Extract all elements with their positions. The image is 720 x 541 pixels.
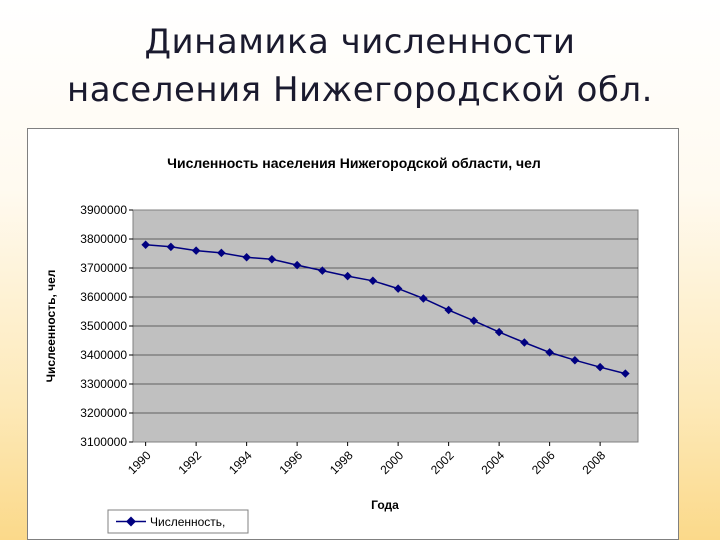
series-group bbox=[141, 240, 630, 378]
series-line bbox=[145, 244, 626, 375]
data-point bbox=[595, 362, 605, 372]
y-tick-label: 3800000 bbox=[80, 232, 127, 246]
x-tick-label: 2004 bbox=[478, 448, 507, 477]
data-point bbox=[570, 355, 580, 365]
y-tick-label: 3700000 bbox=[80, 261, 127, 275]
x-tick-label: 2000 bbox=[377, 448, 406, 477]
x-tick-label: 1992 bbox=[175, 448, 204, 477]
x-tick-label: 2008 bbox=[579, 448, 608, 477]
data-point bbox=[393, 284, 403, 293]
chart-title: Численность населения Нижегородской обла… bbox=[167, 155, 541, 171]
y-tick-label: 3300000 bbox=[80, 377, 127, 391]
slide-title-line-1: Динамика численности bbox=[144, 22, 576, 62]
data-point bbox=[267, 255, 277, 264]
data-point bbox=[469, 316, 479, 326]
slide-title-line-2: населения Нижегородской обл. bbox=[67, 70, 653, 110]
legend-box bbox=[107, 509, 249, 534]
y-axis-label: Числеенность, чел bbox=[44, 270, 58, 383]
data-point bbox=[141, 240, 150, 250]
y-tick-label: 3400000 bbox=[80, 348, 127, 362]
y-tick-label: 3200000 bbox=[80, 406, 127, 420]
data-point bbox=[520, 338, 529, 347]
x-tick-label: 1998 bbox=[327, 448, 356, 477]
x-tick-labels: 1990 1992 1994 1996 1998 2000 2002 2004 2006 2008 bbox=[125, 442, 608, 477]
data-point bbox=[419, 294, 428, 303]
data-point bbox=[217, 248, 226, 258]
data-point bbox=[292, 260, 302, 270]
legend-label: Численность, bbox=[150, 515, 225, 529]
population-line-chart: Численность населения Нижегородской обла… bbox=[44, 155, 639, 534]
legend: Численность, bbox=[107, 509, 249, 534]
data-point bbox=[368, 276, 378, 286]
data-point bbox=[444, 305, 453, 315]
x-tick-label: 1994 bbox=[226, 448, 255, 477]
slide-title: Динамика численности населения Нижегород… bbox=[0, 18, 720, 114]
x-axis-label: Года bbox=[371, 498, 399, 512]
legend-marker bbox=[126, 516, 136, 527]
data-point bbox=[621, 369, 630, 378]
x-tick-label: 2006 bbox=[529, 448, 558, 477]
data-point bbox=[494, 327, 504, 337]
y-tick-labels: 3100000 3200000 3300000 3400000 3500000 36000… bbox=[80, 203, 127, 449]
data-point bbox=[166, 242, 176, 252]
data-point bbox=[343, 271, 352, 281]
grid-lines bbox=[129, 209, 638, 443]
x-tick-label: 1990 bbox=[125, 448, 154, 477]
y-tick-label: 3100000 bbox=[80, 435, 127, 449]
x-tick-label: 1996 bbox=[276, 448, 305, 477]
y-tick-label: 3600000 bbox=[80, 290, 127, 304]
y-tick-label: 3500000 bbox=[80, 319, 127, 333]
chart-frame: Численность населения Нижегородской обла… bbox=[27, 128, 679, 540]
data-point bbox=[318, 266, 327, 275]
x-tick-label: 2002 bbox=[428, 448, 457, 477]
y-tick-label: 3900000 bbox=[80, 203, 127, 217]
data-point bbox=[191, 246, 201, 255]
